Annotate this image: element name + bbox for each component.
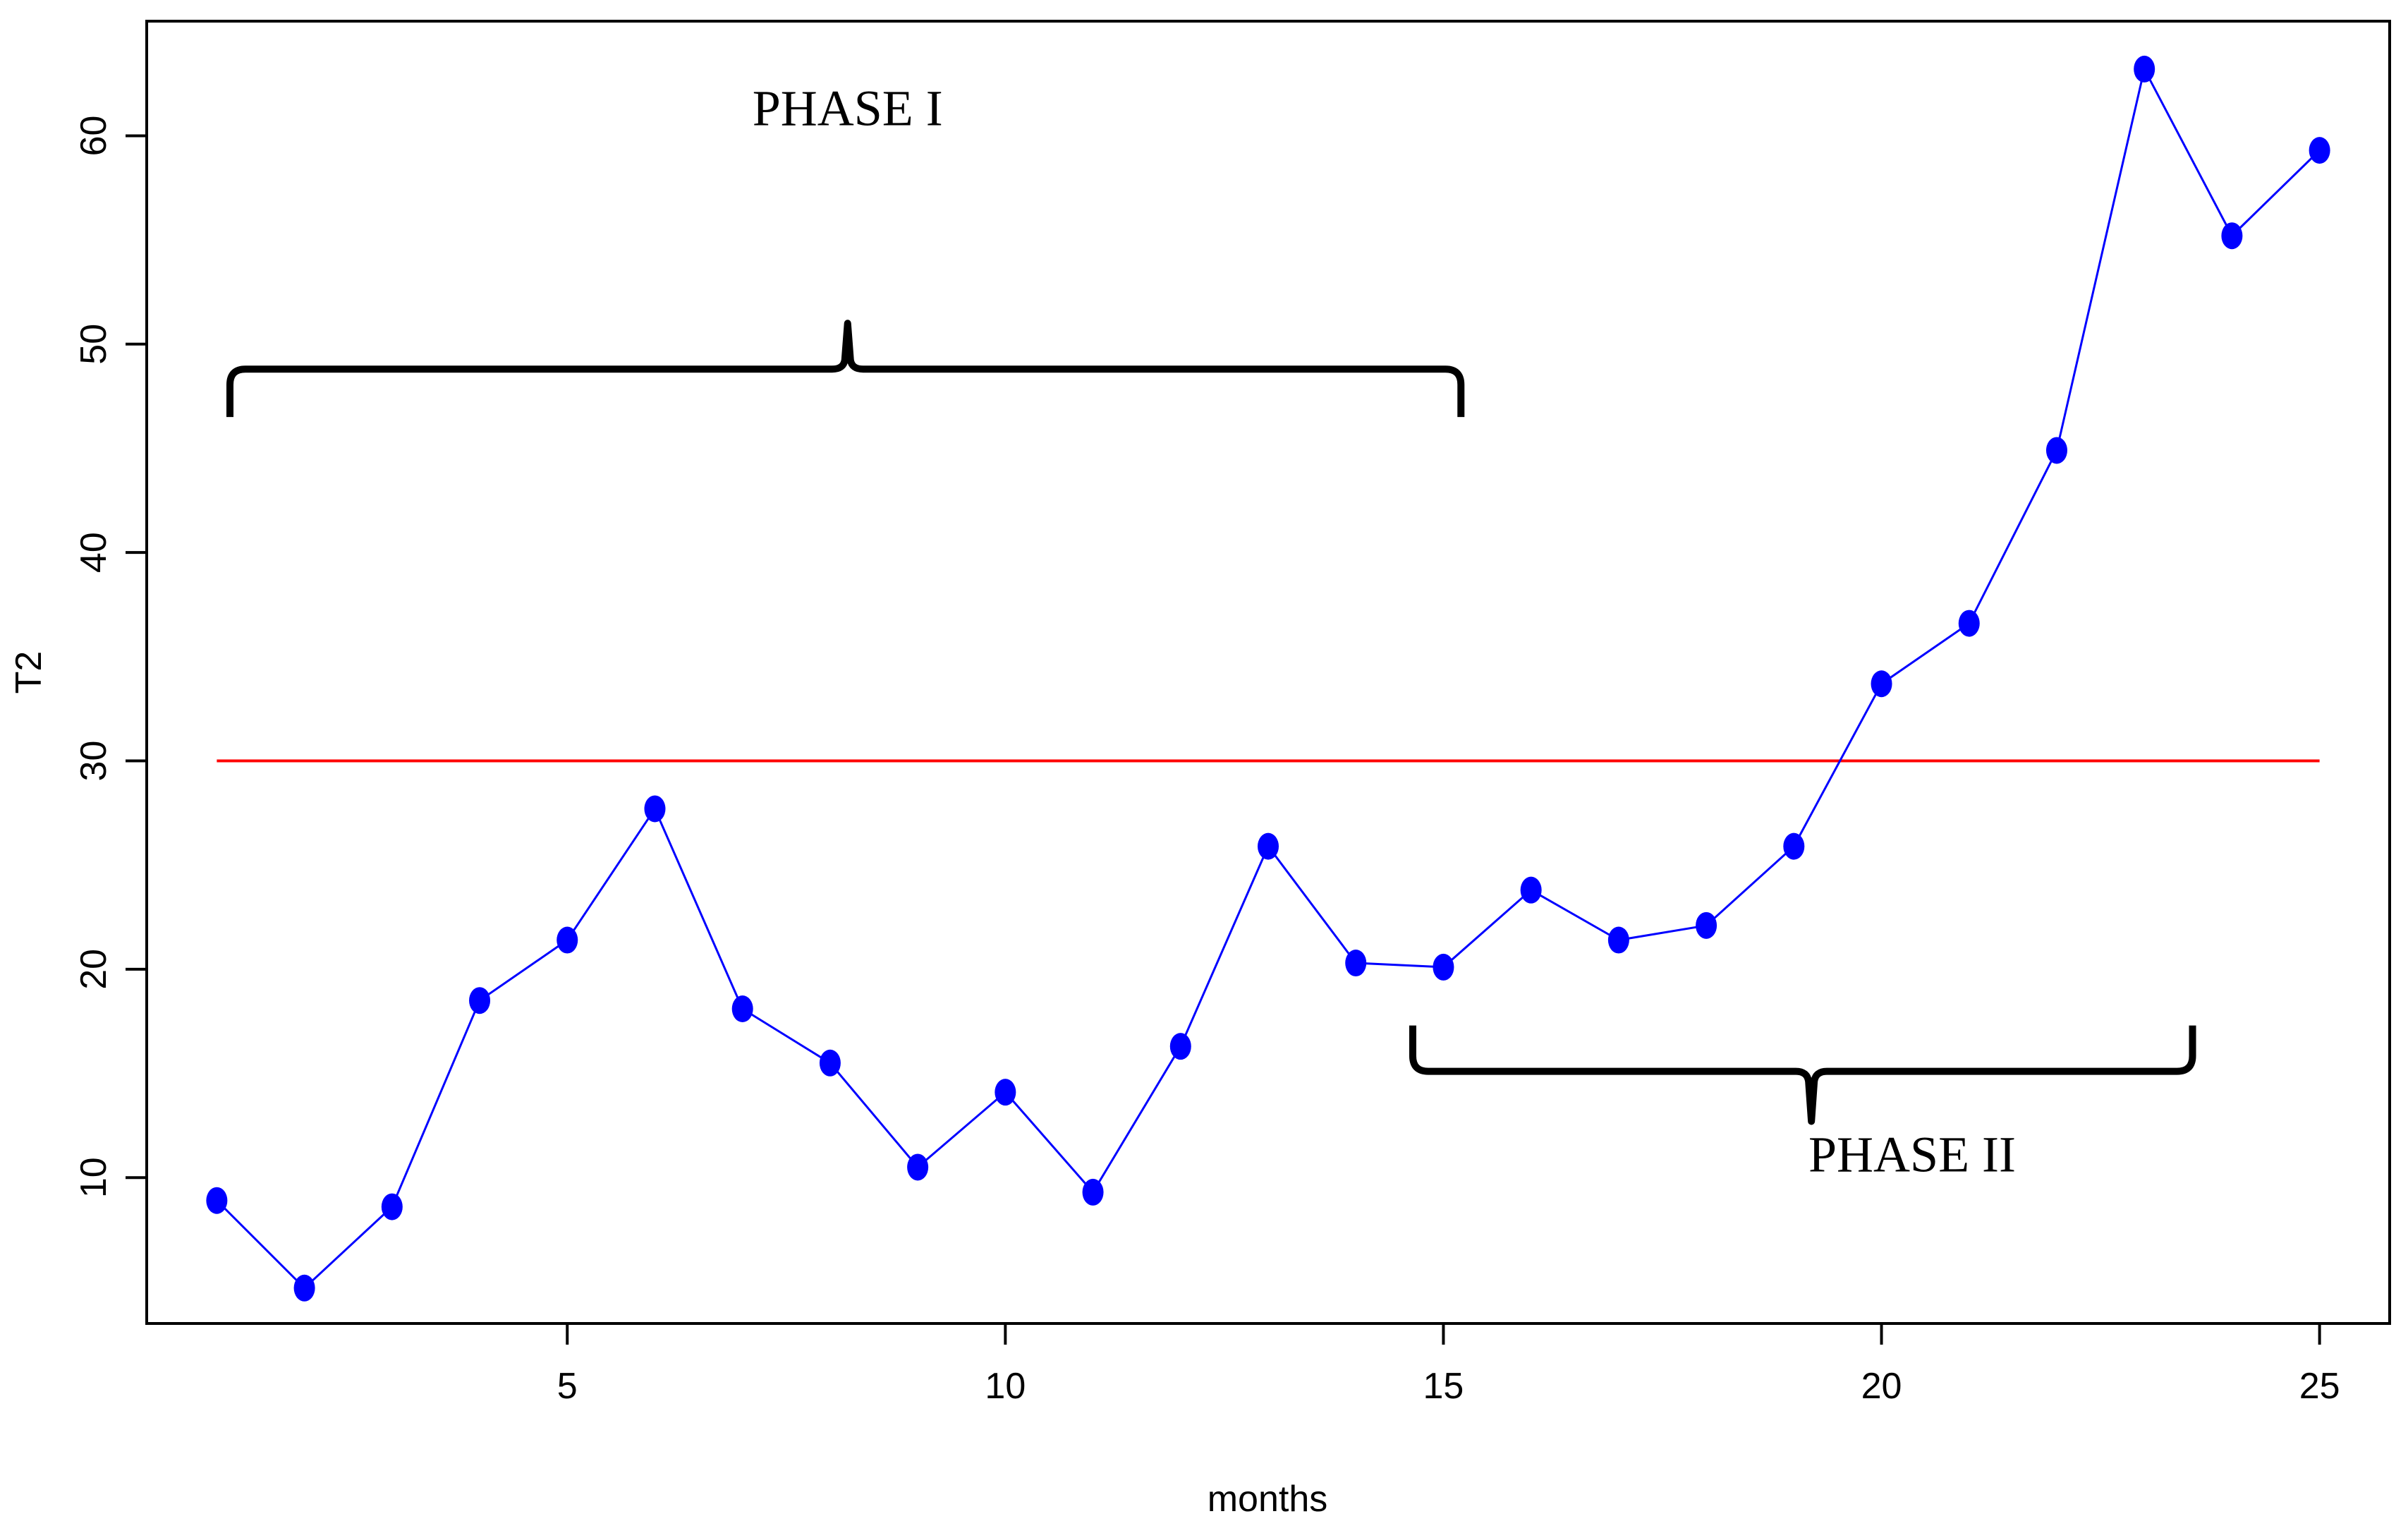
x-tick-label-20: 20 — [1861, 1366, 1902, 1407]
data-point-5 — [557, 926, 578, 954]
x-axis-title: months — [1208, 1479, 1328, 1520]
x-tick-label-15: 15 — [1423, 1366, 1464, 1407]
y-tick-label-30: 30 — [73, 741, 114, 782]
data-point-4 — [469, 987, 491, 1014]
data-point-3 — [381, 1193, 403, 1220]
data-point-23 — [2134, 55, 2155, 83]
y-tick-label-40: 40 — [73, 532, 114, 573]
series-layer — [206, 55, 2330, 1302]
data-point-15 — [1433, 953, 1454, 981]
x-axis: 5 10 15 20 25 — [557, 1322, 2340, 1407]
data-point-21 — [1958, 610, 1980, 637]
data-point-1 — [206, 1187, 228, 1214]
data-point-18 — [1696, 911, 1717, 939]
y-tick-label-20: 20 — [73, 949, 114, 990]
plot-frame — [145, 20, 2391, 1325]
data-point-8 — [819, 1049, 841, 1077]
y-tick-label-10: 10 — [73, 1157, 114, 1198]
x-tick-label-25: 25 — [2299, 1366, 2340, 1407]
data-point-12 — [1169, 1033, 1191, 1060]
series-line — [216, 66, 2321, 1290]
x-tick-label-10: 10 — [985, 1366, 1026, 1407]
brace-layer — [226, 320, 2196, 1125]
data-point-13 — [1258, 832, 1279, 860]
data-point-11 — [1082, 1178, 1104, 1206]
data-point-2 — [293, 1274, 315, 1302]
phase-one-label: PHASE I — [753, 80, 943, 137]
data-point-25 — [2309, 137, 2330, 164]
data-point-7 — [731, 995, 753, 1023]
phase-one-brace — [226, 320, 1465, 418]
data-point-17 — [1607, 926, 1629, 954]
data-point-22 — [2045, 437, 2067, 464]
data-point-14 — [1345, 950, 1367, 977]
data-point-20 — [1871, 670, 1892, 698]
y-axis: 10 20 30 40 50 60 — [73, 116, 148, 1198]
data-point-19 — [1783, 832, 1805, 860]
data-point-9 — [907, 1153, 929, 1181]
phase-two-label: PHASE II — [1808, 1126, 2016, 1182]
annotation-layer: PHASE I PHASE II — [753, 80, 2016, 1183]
y-tick-label-60: 60 — [73, 116, 114, 157]
data-point-6 — [644, 795, 666, 823]
data-point-24 — [2221, 222, 2243, 250]
x-tick-label-5: 5 — [557, 1366, 578, 1407]
y-axis-title: T2 — [8, 651, 49, 694]
data-point-10 — [995, 1079, 1016, 1106]
phase-two-brace — [1409, 1025, 2196, 1125]
y-tick-label-50: 50 — [73, 324, 114, 365]
data-point-16 — [1520, 876, 1542, 904]
